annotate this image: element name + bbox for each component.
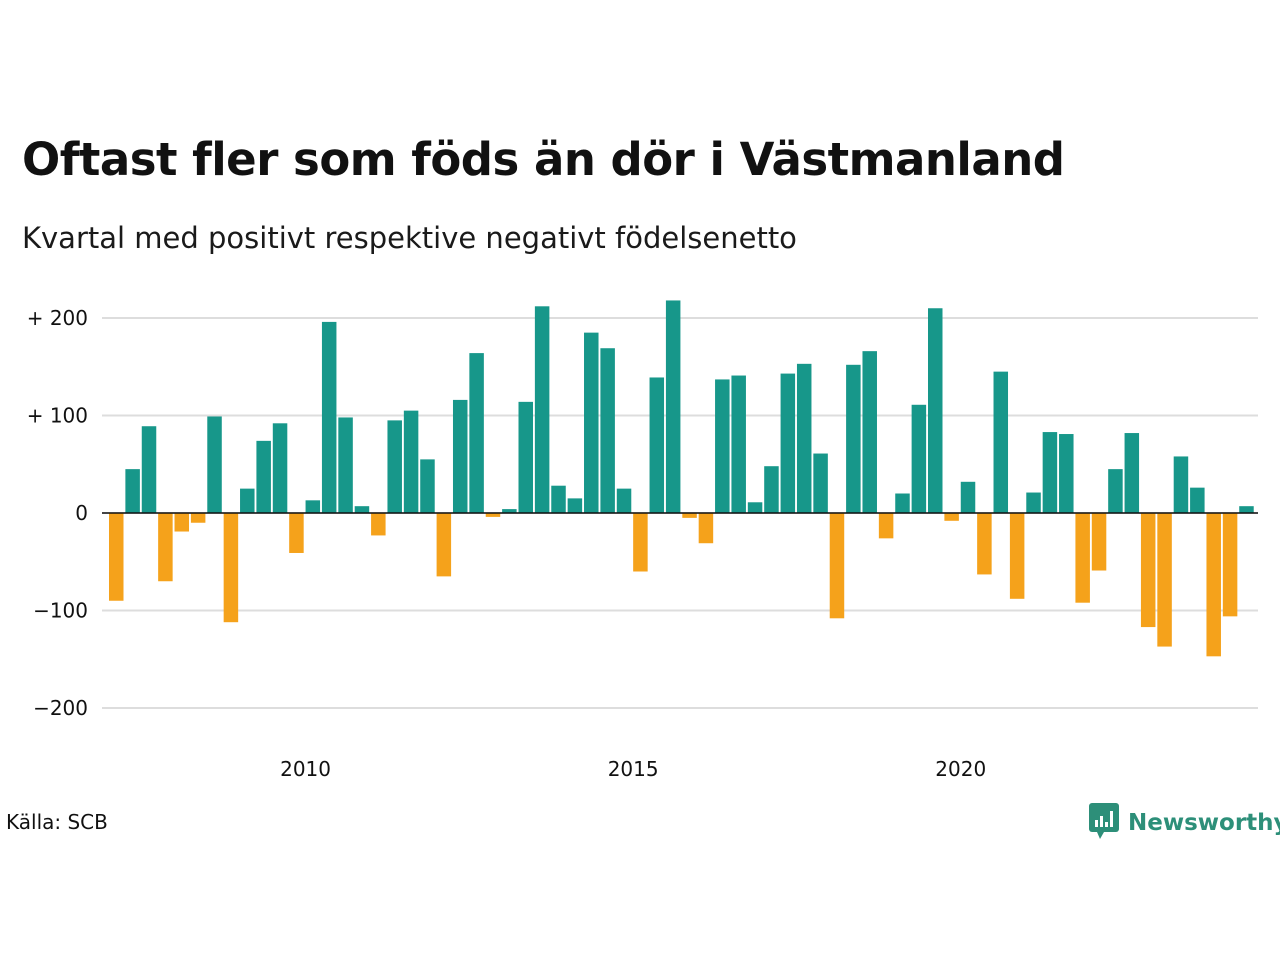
bar-2014-k1 (567, 498, 583, 514)
bar-2012-k2 (452, 399, 468, 513)
chart-subtitle: Kvartal med positivt respektive negativt… (22, 221, 797, 255)
bar-2008-k3 (207, 416, 222, 513)
bar-2020-k3 (993, 371, 1009, 514)
bar-2010-k1 (305, 500, 321, 513)
y-tick-label: −200 (33, 696, 88, 720)
bar-2022-k1 (1091, 513, 1107, 571)
bar-2017-k3 (796, 363, 812, 513)
bar-2013-k2 (518, 401, 533, 513)
bar-2022-k3 (1124, 433, 1140, 513)
bar-2016-k4 (747, 502, 763, 513)
bar-2016-k2 (715, 379, 730, 513)
bar-2021-k4 (1075, 513, 1090, 603)
bar-2021-k1 (1026, 492, 1041, 513)
bar-2023-k3 (1190, 487, 1205, 513)
y-tick-label: + 200 (27, 306, 88, 330)
bar-chart: + 200 + 100 0 −100 −200 2010 2015 2020 (27, 300, 1258, 781)
y-tick-label: 0 (75, 501, 88, 525)
bar-2020-k4 (1009, 513, 1025, 599)
bar-2013-k3 (534, 306, 550, 513)
bar-2023-k1 (1157, 513, 1172, 647)
bar-2015-k1 (633, 513, 648, 572)
bar-2024-k2 (1239, 506, 1254, 513)
bar-2015-k4 (682, 513, 697, 518)
bar-2020-k1 (960, 481, 976, 513)
newsworthy-logo-icon (1088, 802, 1120, 844)
bar-2022-k2 (1108, 469, 1123, 514)
bar-2014-k3 (600, 348, 615, 513)
bar-2018-k1 (829, 513, 845, 619)
bar-2017-k4 (813, 453, 828, 513)
bar-2015-k2 (649, 377, 665, 513)
bar-2010-k3 (338, 417, 353, 513)
bar-2009-k3 (272, 423, 288, 513)
bar-2011-k3 (403, 410, 419, 514)
y-axis-ticks: + 200 + 100 0 −100 −200 (27, 306, 88, 720)
brand-logo[interactable]: Newsworthy (1088, 802, 1280, 844)
bar-2021-k3 (1059, 434, 1074, 513)
bar-2012-k3 (469, 353, 484, 513)
x-tick-label: 2015 (608, 757, 659, 781)
bars (102, 300, 1258, 657)
bar-2018-k2 (846, 364, 861, 513)
bar-2010-k4 (354, 506, 370, 513)
bar-2016-k1 (698, 513, 714, 544)
bar-2024-k1 (1222, 513, 1238, 617)
bar-2014-k4 (616, 488, 632, 514)
bar-2022-k4 (1140, 513, 1156, 628)
x-axis-ticks: 2010 2015 2020 (280, 757, 986, 781)
x-tick-label: 2020 (935, 757, 986, 781)
bar-2011-k1 (371, 513, 386, 536)
x-tick-label: 2010 (280, 757, 331, 781)
bar-2008-k1 (174, 513, 190, 532)
bar-2012-k4 (485, 513, 501, 517)
bar-2007-k2 (125, 469, 140, 514)
bar-2009-k2 (256, 440, 271, 513)
bar-2020-k2 (977, 513, 992, 575)
bar-2017-k2 (780, 373, 796, 513)
bar-2018-k4 (878, 513, 894, 539)
bar-2018-k3 (862, 351, 877, 513)
bar-2019-k2 (911, 404, 927, 513)
bar-2013-k1 (502, 509, 517, 513)
bar-2019-k1 (895, 493, 910, 513)
bar-2012-k1 (436, 513, 452, 577)
bar-2007-k4 (158, 513, 173, 582)
bar-2023-k4 (1206, 513, 1221, 657)
bar-2016-k3 (731, 375, 746, 513)
bar-2010-k2 (321, 321, 337, 513)
bar-2011-k4 (420, 459, 435, 514)
y-tick-label: + 100 (27, 404, 88, 428)
source-note: Källa: SCB (6, 810, 108, 834)
bar-2017-k1 (764, 466, 779, 513)
brand-name: Newsworthy (1128, 810, 1280, 836)
bar-2021-k2 (1042, 432, 1058, 513)
bar-2007-k3 (141, 426, 157, 513)
bar-2011-k2 (387, 420, 402, 514)
bar-2008-k2 (190, 513, 206, 523)
bar-2015-k3 (665, 300, 681, 513)
y-tick-label: −100 (33, 599, 88, 623)
bar-2008-k4 (223, 513, 239, 623)
bar-2019-k3 (928, 308, 943, 513)
bar-2009-k4 (289, 513, 304, 553)
bar-2013-k4 (551, 485, 566, 513)
chart-title: Oftast fler som föds än dör i Västmanlan… (22, 133, 1065, 186)
bar-2019-k4 (944, 513, 959, 521)
bar-2007-k1 (109, 513, 124, 601)
bar-2023-k2 (1173, 456, 1189, 513)
bar-2014-k2 (584, 332, 599, 514)
bar-2009-k1 (240, 488, 255, 514)
